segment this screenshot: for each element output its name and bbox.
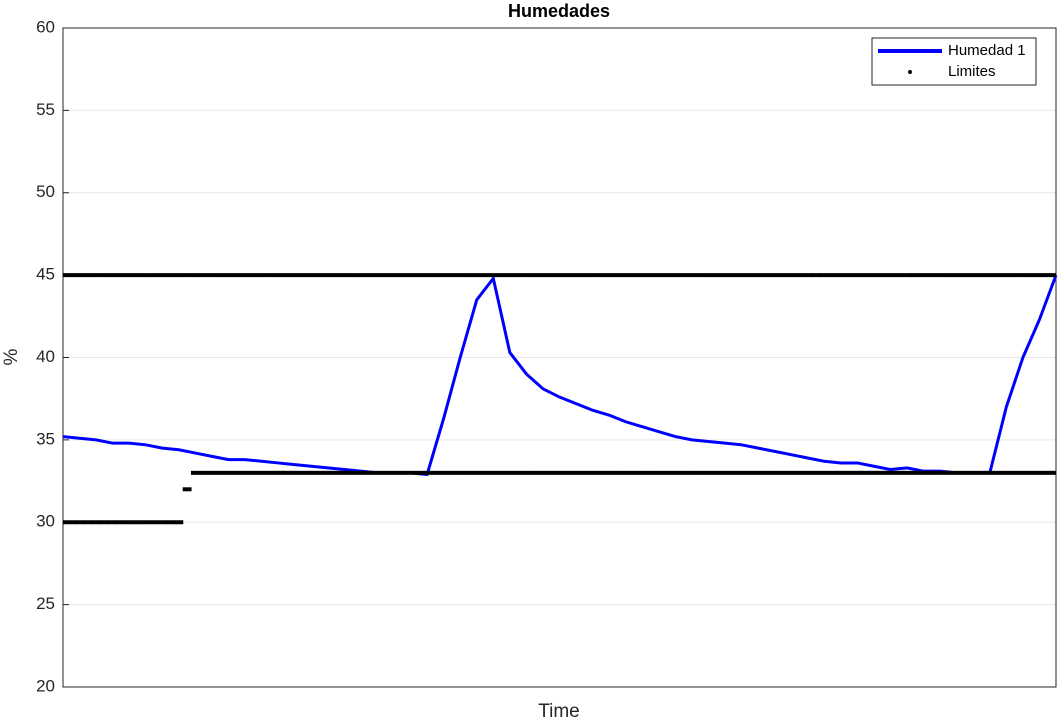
chart-title: Humedades bbox=[508, 1, 610, 21]
y-tick-label: 45 bbox=[36, 265, 55, 284]
legend-swatch bbox=[908, 70, 912, 74]
y-tick-label: 50 bbox=[36, 182, 55, 201]
y-axis-label: % bbox=[1, 348, 22, 365]
y-tick-label: 35 bbox=[36, 429, 55, 448]
legend-label: Limites bbox=[948, 63, 996, 80]
y-tick-label: 40 bbox=[36, 347, 55, 366]
y-tick-label: 55 bbox=[36, 100, 55, 119]
axes-box bbox=[62, 27, 1057, 688]
y-tick-label: 60 bbox=[36, 17, 55, 36]
y-tick-label: 30 bbox=[36, 512, 55, 531]
y-tick-label: 25 bbox=[36, 594, 55, 613]
legend-label: Humedad 1 bbox=[948, 42, 1026, 59]
legend-box bbox=[871, 37, 1037, 86]
x-axis-label: Time bbox=[538, 701, 580, 722]
series-line bbox=[62, 274, 1058, 477]
y-tick-label: 20 bbox=[36, 676, 55, 695]
